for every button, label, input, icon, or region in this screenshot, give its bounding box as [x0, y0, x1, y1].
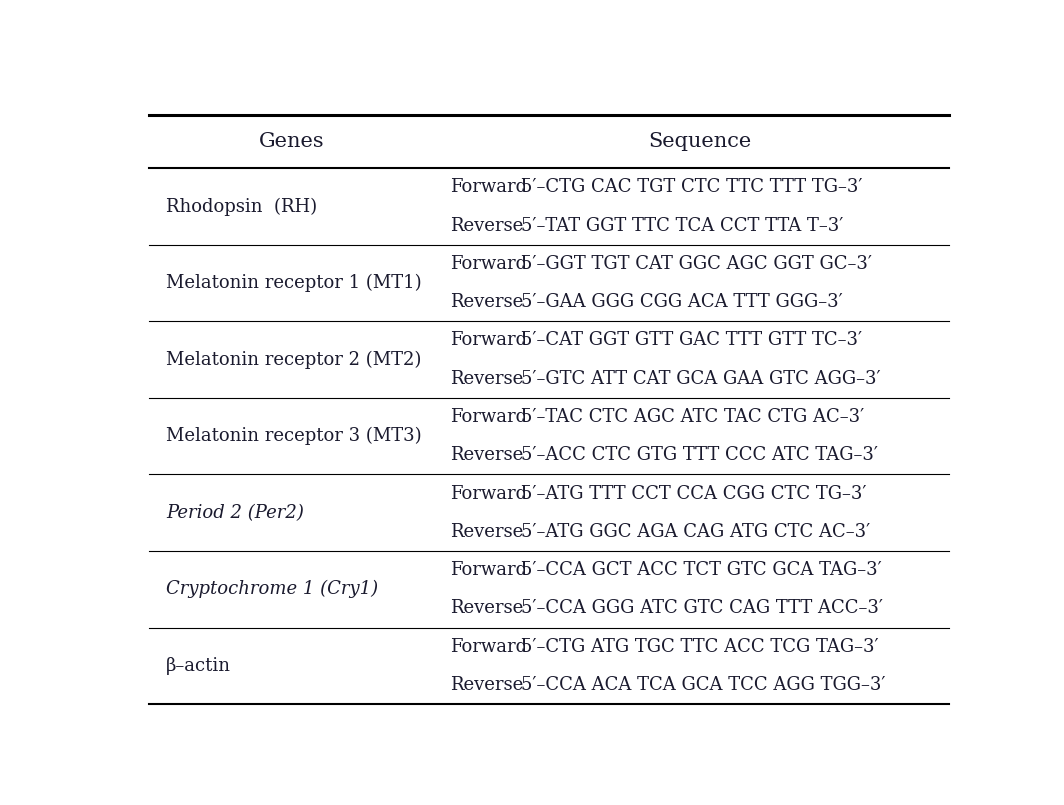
- Text: Genes: Genes: [259, 132, 325, 151]
- Text: Melatonin receptor 2 (MT2): Melatonin receptor 2 (MT2): [166, 350, 421, 369]
- Text: Forward: Forward: [450, 255, 528, 273]
- Text: 5′–CAT GGT GTT GAC TTT GTT TC–3′: 5′–CAT GGT GTT GAC TTT GTT TC–3′: [520, 332, 862, 349]
- Text: Forward: Forward: [450, 638, 528, 655]
- Text: 5′–ATG GGC AGA CAG ATG CTC AC–3′: 5′–ATG GGC AGA CAG ATG CTC AC–3′: [520, 522, 869, 541]
- Text: Forward: Forward: [450, 332, 528, 349]
- Text: 5′–ATG TTT CCT CCA CGG CTC TG–3′: 5′–ATG TTT CCT CCA CGG CTC TG–3′: [520, 485, 866, 502]
- Text: Sequence: Sequence: [648, 132, 751, 151]
- Text: 5′–TAC CTC AGC ATC TAC CTG AC–3′: 5′–TAC CTC AGC ATC TAC CTG AC–3′: [520, 408, 864, 426]
- Text: Reverse: Reverse: [450, 522, 523, 541]
- Text: Reverse: Reverse: [450, 446, 523, 464]
- Text: Reverse: Reverse: [450, 293, 523, 312]
- Text: 5′–GGT TGT CAT GGC AGC GGT GC–3′: 5′–GGT TGT CAT GGC AGC GGT GC–3′: [520, 255, 871, 273]
- Text: Reverse: Reverse: [450, 217, 523, 234]
- Text: Melatonin receptor 3 (MT3): Melatonin receptor 3 (MT3): [166, 427, 421, 445]
- Text: β–actin: β–actin: [166, 657, 231, 675]
- Text: Period 2 (Per2): Period 2 (Per2): [166, 504, 304, 522]
- Text: Forward: Forward: [450, 485, 528, 502]
- Text: Forward: Forward: [450, 179, 528, 196]
- Text: 5′–GAA GGG CGG ACA TTT GGG–3′: 5′–GAA GGG CGG ACA TTT GGG–3′: [520, 293, 843, 312]
- Text: 5′–TAT GGT TTC TCA CCT TTA T–3′: 5′–TAT GGT TTC TCA CCT TTA T–3′: [520, 217, 843, 234]
- Text: 5′–CCA ACA TCA GCA TCC AGG TGG–3′: 5′–CCA ACA TCA GCA TCC AGG TGG–3′: [520, 676, 885, 694]
- Text: 5′–CCA GGG ATC GTC CAG TTT ACC–3′: 5′–CCA GGG ATC GTC CAG TTT ACC–3′: [520, 600, 882, 617]
- Text: 5′–CTG ATG TGC TTC ACC TCG TAG–3′: 5′–CTG ATG TGC TTC ACC TCG TAG–3′: [520, 638, 878, 655]
- Text: Cryptochrome 1 (Cry1): Cryptochrome 1 (Cry1): [166, 580, 378, 598]
- Text: 5′–CCA GCT ACC TCT GTC GCA TAG–3′: 5′–CCA GCT ACC TCT GTC GCA TAG–3′: [520, 561, 881, 579]
- Text: Forward: Forward: [450, 561, 528, 579]
- Text: 5′–CTG CAC TGT CTC TTC TTT TG–3′: 5′–CTG CAC TGT CTC TTC TTT TG–3′: [520, 179, 862, 196]
- Text: Reverse: Reverse: [450, 600, 523, 617]
- Text: Reverse: Reverse: [450, 369, 523, 388]
- Text: 5′–ACC CTC GTG TTT CCC ATC TAG–3′: 5′–ACC CTC GTG TTT CCC ATC TAG–3′: [520, 446, 878, 464]
- Text: Forward: Forward: [450, 408, 528, 426]
- Text: Rhodopsin  (RH): Rhodopsin (RH): [166, 197, 317, 216]
- Text: 5′–GTC ATT CAT GCA GAA GTC AGG–3′: 5′–GTC ATT CAT GCA GAA GTC AGG–3′: [520, 369, 880, 388]
- Text: Melatonin receptor 1 (MT1): Melatonin receptor 1 (MT1): [166, 274, 421, 292]
- Text: Reverse: Reverse: [450, 676, 523, 694]
